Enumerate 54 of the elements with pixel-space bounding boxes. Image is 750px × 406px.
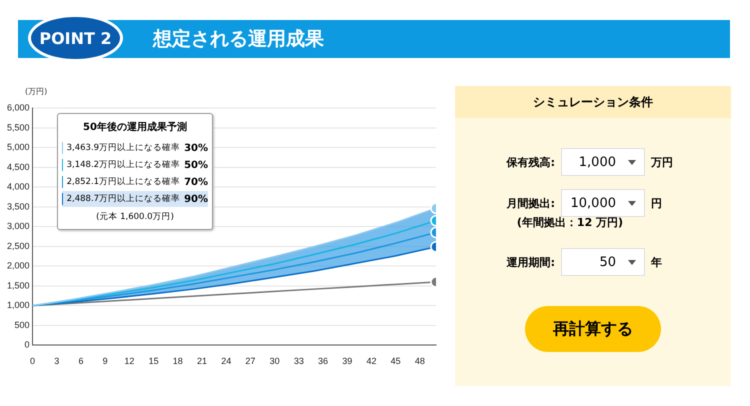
legend-label: 2,852.1万円以上になる確率 — [66, 176, 180, 188]
y-tick-label: 500 — [14, 320, 30, 330]
x-tick-label: 30 — [270, 356, 280, 366]
x-tick-label: 39 — [342, 356, 352, 366]
x-tick-label: 36 — [318, 356, 328, 366]
x-tick-label: 21 — [196, 356, 207, 366]
annotation: 90% — [184, 194, 208, 204]
legend-label: 3,148.2万円以上になる確率 — [66, 159, 180, 171]
x-tick-label: 3 — [54, 356, 60, 366]
x-tick-label: 9 — [102, 356, 108, 366]
x-tick-label: 42 — [366, 356, 376, 366]
x-tick-label: 27 — [245, 356, 256, 366]
x-tick-label: 15 — [148, 356, 159, 366]
y-tick-label: 4,000 — [6, 182, 30, 192]
y-tick-label: 2,000 — [6, 260, 30, 271]
x-tick-label: 24 — [221, 356, 232, 366]
chart-subtitle: POINT 2 — [28, 14, 123, 62]
x-tick-label: 12 — [124, 356, 134, 366]
x-tick-label: 18 — [172, 356, 183, 366]
annotation: (元本 1,600.0万円) — [95, 211, 175, 223]
dropdown-field: 1,000 — [561, 148, 645, 176]
x-tick-label: 48 — [414, 356, 425, 366]
text: 保有残高: — [505, 154, 555, 170]
y-tick-label: 5,000 — [6, 142, 30, 152]
dropdown-field: 10,000 — [561, 189, 645, 217]
y-tick-label: 1,500 — [6, 280, 30, 290]
x-tick-label: 33 — [294, 356, 304, 366]
y-axis-title: (万円) — [25, 87, 48, 96]
x-tick-label: 6 — [78, 356, 84, 366]
recalculate-button: 再計算する — [525, 306, 661, 352]
y-tick-label: 3,000 — [6, 221, 30, 232]
chart-title: 想定される運用成果 — [153, 27, 324, 52]
text: シミュレーション条件 — [455, 86, 731, 118]
legend-label: 3,463.9万円以上になる確率 — [66, 142, 180, 154]
annotation: 70% — [184, 176, 208, 188]
text: 万円 — [651, 154, 673, 170]
y-tick-label: 4,500 — [6, 162, 30, 172]
y-tick-label: 2,500 — [6, 240, 30, 251]
y-tick-label: 5,500 — [6, 122, 30, 132]
y-tick-label: 3,500 — [6, 201, 30, 212]
y-tick-label: 1,000 — [6, 300, 30, 310]
text: 円 — [651, 196, 662, 210]
dropdown-field: 50 — [561, 248, 645, 276]
text: (年間拠出：12 万円) — [516, 215, 624, 230]
annotation: 50% — [184, 160, 208, 170]
text: 運用期間: — [506, 254, 555, 270]
x-tick-label: 45 — [390, 356, 401, 366]
text: 年 — [651, 254, 662, 270]
annotation: 30% — [184, 142, 208, 154]
legend-title: 50年後の運用成果予測 — [82, 120, 188, 134]
y-tick-label: 0 — [24, 340, 30, 350]
legend-label: 2,488.7万円以上になる確率 — [66, 193, 180, 205]
y-tick-label: 6,000 — [6, 102, 30, 112]
text: 月間拠出: — [506, 196, 555, 210]
